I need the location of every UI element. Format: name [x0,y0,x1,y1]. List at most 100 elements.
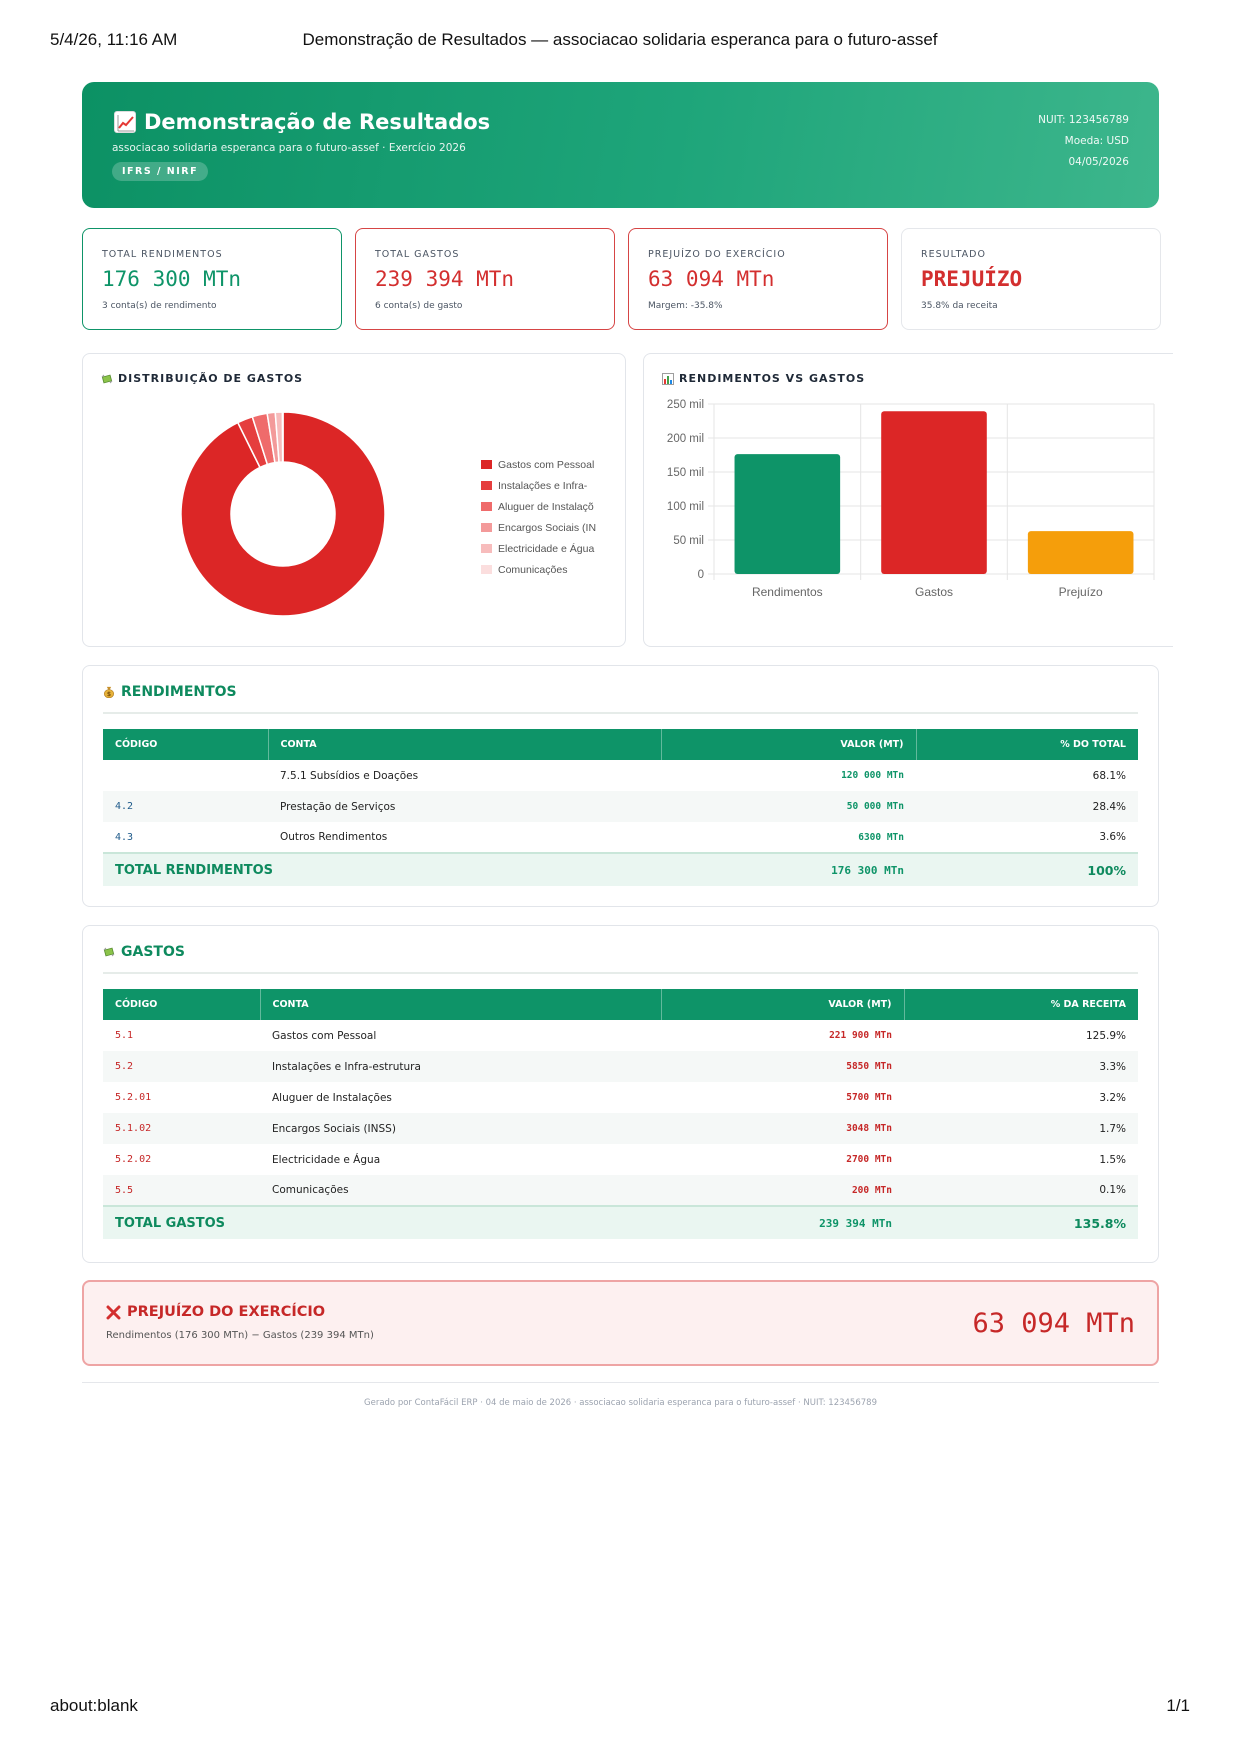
account-percent: 3.3% [904,1051,1138,1082]
legend-label: Instalações e Infra- [498,479,588,492]
legend-swatch [481,544,492,553]
doughnut-slice [281,411,284,463]
account-code: 5.2.02 [115,1154,152,1165]
col-account: CONTA [268,729,662,760]
card-title: RENDIMENTOS VS GASTOS [662,372,865,385]
table-row: 5.5 Comunicações 200 MTn 0.1% [103,1175,1138,1206]
kpi-value: 239 394 MTn [375,267,515,291]
total-percent: 100% [916,852,1138,886]
account-percent: 3.2% [1099,1091,1126,1104]
legend-swatch [481,502,492,511]
account-name: Gastos com Pessoal [272,1029,377,1042]
money-with-wings-icon [103,947,115,957]
total-value: 239 394 MTn [661,1205,904,1239]
section-title-text: RENDIMENTOS [121,684,237,700]
legend-item[interactable]: Comunicações [481,559,599,580]
currency-text: Moeda: USD [1064,135,1129,147]
report-title: Demonstração de Resultados [114,110,490,134]
card-title-text: DISTRIBUIÇÃO DE GASTOS [118,372,304,385]
col-code: CÓDIGO [103,729,269,760]
income-vs-expenses-bar-chart: 0 50 mil 100 mil 150 mil 200 mil 250 mil Rendi… [667,399,1155,599]
account-name: Instalações e Infra-estrutura [260,1051,661,1082]
account-code: 5.2 [103,1051,260,1082]
kpi-label: TOTAL GASTOS [375,249,460,260]
account-code [103,760,268,791]
table-row: 5.2 Instalações e Infra-estrutura 5850 M… [103,1051,1138,1082]
account-percent: 0.1% [904,1175,1138,1206]
print-header: 5/4/26, 11:16 AM Demonstração de Resulta… [0,30,1240,54]
footer-divider [82,1382,1159,1383]
legend-label: Aluguer de Instalaçõ [498,500,594,513]
legend-item[interactable]: Electricidade e Água [481,538,599,559]
table-row: 5.2.02 Electricidade e Água 2700 MTn 1.5… [103,1144,1138,1175]
legend-item[interactable]: Encargos Sociais (IN [481,517,599,538]
report-date: 04/05/2026 [1068,156,1129,168]
x-tick-label: Prejuízo [1059,585,1103,599]
col-percent: % DA RECEITA [904,989,1138,1020]
kpi-label: RESULTADO [921,249,986,260]
table-row: 5.2.01 Aluguer de Instalações 5700 MTn 3… [103,1082,1138,1113]
income-vs-expenses-card: RENDIMENTOS VS GASTOS 0 50 mil 100 mil 150 … [643,353,1173,647]
y-tick-label: 0 [698,569,704,581]
standard-badge: IFRS / NIRF [112,162,209,181]
print-page-count: 1/1 [1166,1696,1190,1715]
result-title-text: PREJUÍZO DO EXERCÍCIO [127,1304,326,1320]
legend-swatch [481,565,492,574]
total-value: 176 300 MTn [661,852,916,886]
table-row: 4.3 Outros Rendimentos 6300 MTn 3.6% [103,822,1138,853]
legend-label: Electricidade e Água [498,542,595,555]
result-title: PREJUÍZO DO EXERCÍCIO [106,1304,325,1320]
y-tick-label: 100 mil [667,501,704,513]
legend-item[interactable]: Instalações e Infra- [481,475,599,496]
expenses-section: GASTOS CÓDIGO CONTA VALOR (MT) % DA RECE… [82,925,1159,1263]
table-header-row: CÓDIGO CONTA VALOR (MT) % DA RECEITA [103,989,1138,1020]
kpi-note: 3 conta(s) de rendimento [102,301,217,311]
section-title: $ RENDIMENTOS [103,684,237,700]
report-subtitle: associacao solidaria esperanca para o fu… [112,142,466,154]
account-name: Prestação de Serviços [268,791,661,822]
account-value: 200 MTn [661,1175,904,1206]
kpi-value: PREJUÍZO [921,267,1023,291]
account-percent: 3.6% [1099,831,1126,843]
account-name: Encargos Sociais (INSS) [260,1113,661,1144]
legend-swatch [481,523,492,532]
income-table: CÓDIGO CONTA VALOR (MT) % DO TOTAL 7.5.1… [103,729,1138,886]
section-title: GASTOS [103,944,185,960]
account-percent: 125.9% [1085,1029,1126,1042]
account-value: 50 000 MTn [661,791,916,822]
kpi-total-income: TOTAL RENDIMENTOS 176 300 MTn 3 conta(s)… [82,228,342,330]
legend-item[interactable]: Aluguer de Instalaçõ [481,496,599,517]
legend-label: Comunicações [498,563,568,576]
kpi-note: 6 conta(s) de gasto [375,301,463,311]
kpi-value: 63 094 MTn [648,267,775,291]
section-divider [103,712,1138,714]
account-value: 120 000 MTn [841,770,904,781]
account-name: Comunicações [260,1175,661,1206]
account-code: 4.3 [115,831,134,843]
card-title: DISTRIBUIÇÃO DE GASTOS [101,372,303,385]
kpi-net-loss: PREJUÍZO DO EXERCÍCIO 63 094 MTn Margem:… [628,228,888,330]
account-name: Outros Rendimentos [280,831,388,843]
account-value: 6300 MTn [858,831,904,843]
legend-label: Gastos com Pessoal [498,458,595,471]
kpi-note: 35.8% da receita [921,301,998,311]
bar [734,454,841,574]
account-percent: 1.7% [904,1113,1138,1144]
y-tick-label: 200 mil [667,433,704,445]
account-value: 2700 MTn [846,1154,892,1165]
table-header-row: CÓDIGO CONTA VALOR (MT) % DO TOTAL [103,729,1138,760]
account-value: 221 900 MTn [829,1030,892,1041]
result-banner: PREJUÍZO DO EXERCÍCIO Rendimentos (176 3… [82,1280,1159,1366]
print-url: about:blank [50,1696,138,1715]
y-tick-label: 250 mil [667,399,704,411]
money-with-wings-icon [101,374,113,383]
account-name: 7.5.1 Subsídios e Doações [280,769,419,782]
result-value: 63 094 MTn [972,1308,1135,1339]
kpi-row: TOTAL RENDIMENTOS 176 300 MTn 3 conta(s)… [82,228,1161,330]
expenses-table: CÓDIGO CONTA VALOR (MT) % DA RECEITA 5.1… [103,989,1138,1239]
kpi-value: 176 300 MTn [102,267,242,291]
print-footer: about:blank 1/1 [0,1696,1240,1720]
col-code: CÓDIGO [103,989,261,1020]
cross-mark-icon [106,1305,121,1319]
legend-item[interactable]: Gastos com Pessoal [481,454,599,475]
